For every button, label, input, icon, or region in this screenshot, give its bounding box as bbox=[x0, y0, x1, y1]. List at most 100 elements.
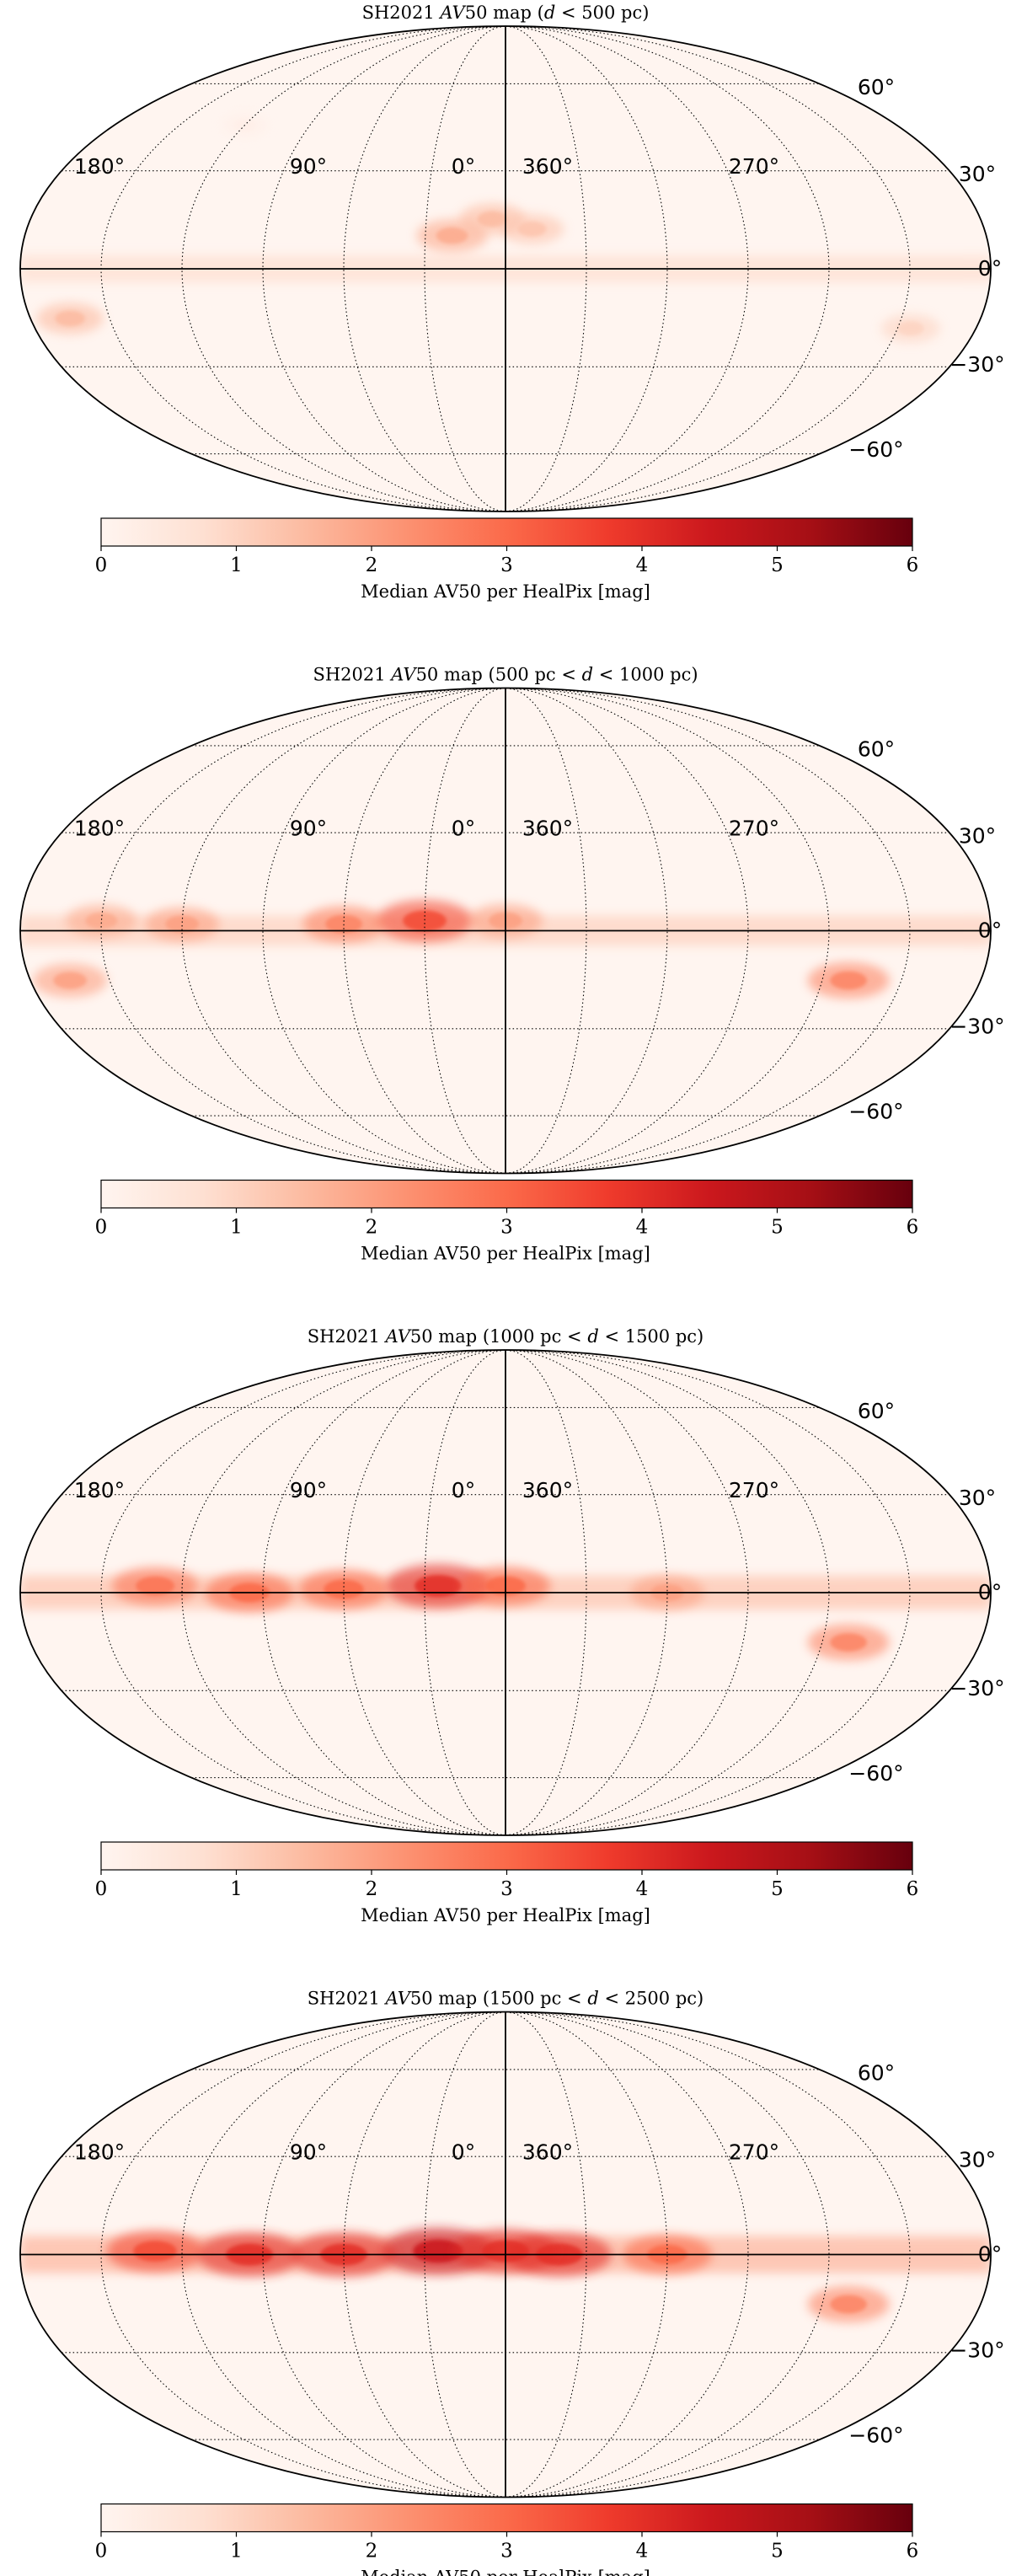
sky-outline bbox=[19, 687, 992, 1175]
colorbar-tick-label: 0 bbox=[95, 554, 108, 576]
dust-feature-core bbox=[517, 221, 547, 237]
panel-1: SH2021 AV50 map (d < 500 pc)180° 90° 0° 360… bbox=[19, 3, 1005, 602]
meridian-gridline bbox=[181, 2011, 506, 2498]
latitude-tick-label: 60° bbox=[858, 75, 895, 99]
colorbar-tick-label: 4 bbox=[636, 2541, 649, 2563]
longitude-tick-label: 180° bbox=[74, 1478, 125, 1502]
colorbar-tick-label: 4 bbox=[636, 1878, 649, 1900]
meridian-gridline bbox=[181, 1349, 506, 1836]
latitude-tick-label: 0° bbox=[978, 1580, 1002, 1604]
panel-2: SH2021 AV50 map (500 pc < d < 1000 pc) 18… bbox=[19, 665, 1005, 1264]
longitude-tick-label: 90° bbox=[290, 817, 327, 841]
colorbar-label: Median AV50 per HealPix [mag] bbox=[361, 2568, 650, 2576]
colorbar-tick-label: 4 bbox=[636, 554, 649, 576]
longitude-tick-label: 90° bbox=[290, 154, 327, 179]
colorbar-tick-label: 2 bbox=[366, 2541, 378, 2563]
dust-feature-core bbox=[477, 211, 508, 228]
latitude-tick-label: 60° bbox=[858, 2061, 895, 2086]
dust-feature-core bbox=[133, 2241, 177, 2262]
colorbar-label: Median AV50 per HealPix [mag] bbox=[361, 1905, 650, 1925]
latitude-tick-label: −30° bbox=[949, 1015, 1004, 1039]
longitude-tick-label: 180° bbox=[74, 817, 125, 841]
longitude-tick-label: 360° bbox=[522, 1478, 573, 1502]
panel-title: SH2021 AV50 map (500 pc < d < 1000 pc) bbox=[313, 665, 698, 685]
dust-feature-core bbox=[324, 1579, 364, 1599]
latitude-tick-label: 0° bbox=[978, 2242, 1002, 2267]
panel-4: SH2021 AV50 map (1500 pc < d < 2500 pc) 1… bbox=[19, 1989, 1005, 2576]
latitude-tick-label: 30° bbox=[959, 1486, 996, 1510]
longitude-tick-label: 360° bbox=[522, 154, 573, 179]
latitude-tick-label: 60° bbox=[858, 737, 895, 762]
meridian-gridline bbox=[262, 687, 506, 1175]
colorbar-tick-label: 1 bbox=[230, 1878, 243, 1900]
panel-title: SH2021 AV50 map (d < 500 pc) bbox=[362, 3, 650, 23]
colorbar-tick-label: 1 bbox=[230, 1217, 243, 1239]
longitude-tick-label: 0° bbox=[452, 1478, 475, 1502]
colorbar-tick-label: 5 bbox=[771, 554, 784, 576]
latitude-tick-label: 30° bbox=[959, 824, 996, 849]
longitude-tick-label: 360° bbox=[522, 2140, 573, 2165]
colorbar-label: Median AV50 per HealPix [mag] bbox=[361, 1244, 650, 1264]
longitude-tick-label: 0° bbox=[452, 154, 475, 179]
dust-feature-core bbox=[830, 971, 868, 990]
dust-feature-core bbox=[136, 1576, 175, 1596]
longitude-tick-label: 270° bbox=[729, 1478, 779, 1502]
sky-outline bbox=[19, 25, 992, 512]
dust-feature-core bbox=[830, 1633, 868, 1652]
latitude-tick-label: 0° bbox=[978, 256, 1002, 281]
colorbar-tick-label: 0 bbox=[95, 2541, 108, 2563]
longitude-tick-label: 180° bbox=[74, 154, 125, 179]
colorbar-label: Median AV50 per HealPix [mag] bbox=[361, 581, 650, 602]
colorbar-tick-label: 1 bbox=[230, 554, 243, 576]
latitude-tick-label: 30° bbox=[959, 2148, 996, 2172]
colorbar bbox=[100, 1841, 913, 1871]
meridian-gridline bbox=[181, 25, 506, 512]
longitude-tick-label: 90° bbox=[290, 2140, 327, 2165]
panel-title: SH2021 AV50 map (1000 pc < d < 1500 pc) bbox=[308, 1326, 703, 1347]
colorbar-tick-label: 5 bbox=[771, 1878, 784, 1900]
dust-feature-core bbox=[897, 321, 924, 336]
dust-feature-core bbox=[415, 1575, 462, 1598]
dust-feature-core bbox=[413, 2239, 463, 2263]
meridian-gridline bbox=[181, 687, 506, 1175]
dust-feature-core bbox=[165, 915, 199, 933]
dust-feature-core bbox=[403, 910, 447, 931]
meridian-gridline bbox=[262, 1349, 506, 1836]
colorbar-tick-label: 4 bbox=[636, 1217, 649, 1239]
colorbar bbox=[100, 2503, 913, 2533]
dust-feature-core bbox=[830, 2295, 868, 2314]
colorbar-tick-label: 6 bbox=[907, 554, 919, 576]
colorbar-tick-label: 6 bbox=[907, 1217, 919, 1239]
latitude-tick-label: −60° bbox=[848, 1100, 903, 1124]
latitude-tick-label: −60° bbox=[848, 2423, 903, 2448]
sky-outline bbox=[19, 1349, 992, 1836]
dust-feature-core bbox=[436, 227, 468, 244]
latitude-tick-label: −60° bbox=[848, 437, 903, 462]
longitude-tick-label: 180° bbox=[74, 2140, 125, 2165]
longitude-tick-label: 270° bbox=[729, 154, 779, 179]
longitude-tick-label: 0° bbox=[452, 2140, 475, 2165]
colorbar-tick-label: 0 bbox=[95, 1878, 108, 1900]
colorbar-tick-label: 3 bbox=[500, 2541, 513, 2563]
latitude-tick-label: −30° bbox=[949, 352, 1004, 377]
meridian-gridline bbox=[262, 2011, 506, 2498]
sky-outline bbox=[19, 2011, 992, 2498]
colorbar-tick-label: 2 bbox=[366, 554, 378, 576]
panel-3: SH2021 AV50 map (1000 pc < d < 1500 pc) 1… bbox=[19, 1326, 1005, 1925]
colorbar-tick-label: 2 bbox=[366, 1878, 378, 1900]
longitude-tick-label: 0° bbox=[452, 817, 475, 841]
longitude-tick-label: 270° bbox=[729, 817, 779, 841]
panel-title: SH2021 AV50 map (1500 pc < d < 2500 pc) bbox=[308, 1989, 703, 2009]
latitude-tick-label: 30° bbox=[959, 162, 996, 186]
longitude-tick-label: 270° bbox=[729, 2140, 779, 2165]
colorbar bbox=[100, 517, 913, 547]
colorbar-tick-label: 6 bbox=[907, 2541, 919, 2563]
dust-feature-core bbox=[55, 310, 85, 327]
dust-feature-core bbox=[325, 914, 362, 934]
colorbar-tick-label: 3 bbox=[500, 554, 513, 576]
latitude-tick-label: −30° bbox=[949, 2338, 1004, 2363]
colorbar-tick-label: 2 bbox=[366, 1217, 378, 1239]
colorbar-tick-label: 6 bbox=[907, 1878, 919, 1900]
latitude-tick-label: 60° bbox=[858, 1399, 895, 1423]
